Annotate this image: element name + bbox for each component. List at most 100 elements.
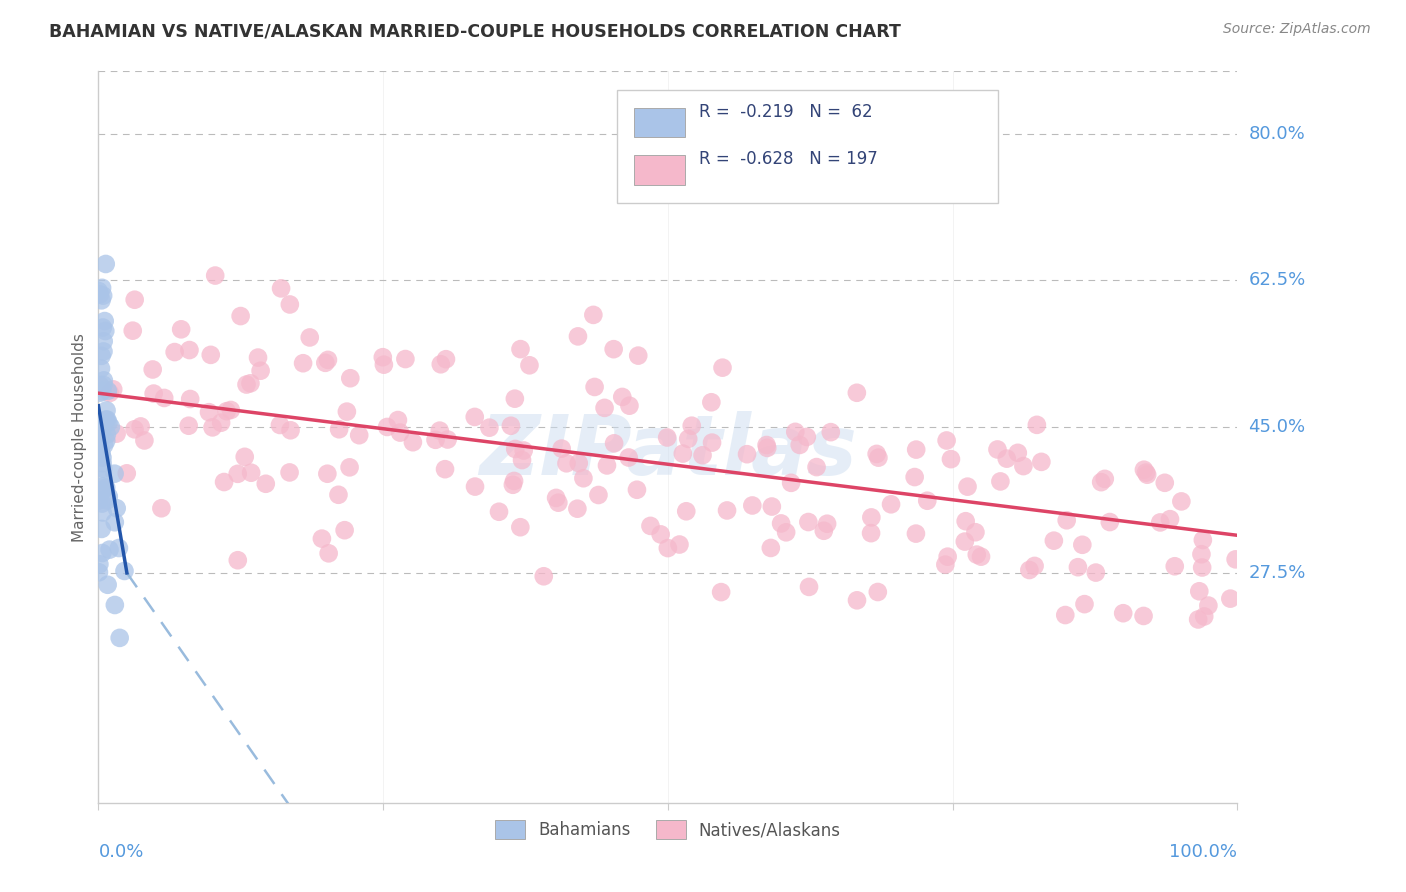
Point [567,501,589,516]
Point [375,420,398,434]
Point [93,373,115,387]
Point [373,358,395,372]
Point [198,405,221,419]
Point [813,524,835,538]
Text: 0.0%: 0.0% [98,843,143,861]
Point [87,566,110,580]
Point [1153,475,1175,490]
Point [170,322,193,336]
Point [1112,606,1135,620]
Point [436,433,458,447]
Point [91,479,114,493]
Point [1094,472,1116,486]
Point [314,356,336,370]
Point [995,451,1018,466]
Point [1225,552,1247,566]
Point [402,435,425,450]
Point [153,391,176,405]
Point [87,417,110,432]
Point [254,476,277,491]
Point [229,309,252,323]
Point [1133,463,1156,477]
Point [806,460,828,475]
Point [347,428,370,442]
Text: R =  -0.628   N = 197: R = -0.628 N = 197 [699,150,877,168]
Point [1056,513,1078,527]
Point [226,467,249,481]
Point [761,500,783,514]
Point [619,399,641,413]
Point [124,422,146,436]
Point [115,467,138,481]
Point [89,287,111,301]
Point [1098,515,1121,529]
Point [568,456,591,470]
Point [519,359,541,373]
Point [1149,516,1171,530]
Point [328,422,350,436]
Point [240,466,263,480]
Point [956,480,979,494]
Point [215,404,238,418]
Point [91,320,114,334]
Point [1031,455,1053,469]
Point [108,541,131,555]
Point [163,345,186,359]
Point [429,424,451,438]
Point [87,493,110,508]
Point [986,442,1008,457]
Point [89,385,111,400]
Point [318,546,340,560]
Point [98,386,121,401]
Point [97,416,120,430]
Point [94,257,117,271]
Point [868,450,890,465]
Point [1024,558,1046,573]
Point [905,442,928,457]
Text: 45.0%: 45.0% [1249,417,1306,435]
Point [1043,533,1066,548]
Point [1135,466,1157,480]
Point [1197,599,1219,613]
Point [134,434,156,448]
Point [860,526,883,541]
Point [142,386,165,401]
Point [939,452,962,467]
Point [789,438,811,452]
Point [657,541,679,555]
Point [233,450,256,464]
Point [1192,609,1215,624]
Point [91,456,114,470]
Point [247,351,270,365]
Point [775,525,797,540]
Point [603,436,626,450]
Point [846,593,869,607]
Point [512,443,534,458]
Point [617,450,640,465]
Text: ZIPatlas: ZIPatlas [479,411,856,492]
Point [547,496,569,510]
Point [96,412,118,426]
Y-axis label: Married-couple Households: Married-couple Households [72,333,87,541]
Point [336,404,359,418]
Point [966,548,988,562]
Point [105,501,128,516]
Point [226,553,249,567]
Point [278,466,301,480]
Point [1084,566,1107,580]
Point [1132,609,1154,624]
Point [676,432,699,446]
Point [1192,533,1215,547]
Point [1219,591,1241,606]
Point [936,549,959,564]
Point [430,357,453,371]
Point [1054,608,1077,623]
Point [464,480,486,494]
Text: 27.5%: 27.5% [1249,564,1306,582]
Point [280,423,302,437]
Point [820,425,842,439]
Point [866,447,889,461]
Point [860,510,883,524]
Point [292,356,315,370]
Point [533,569,555,583]
